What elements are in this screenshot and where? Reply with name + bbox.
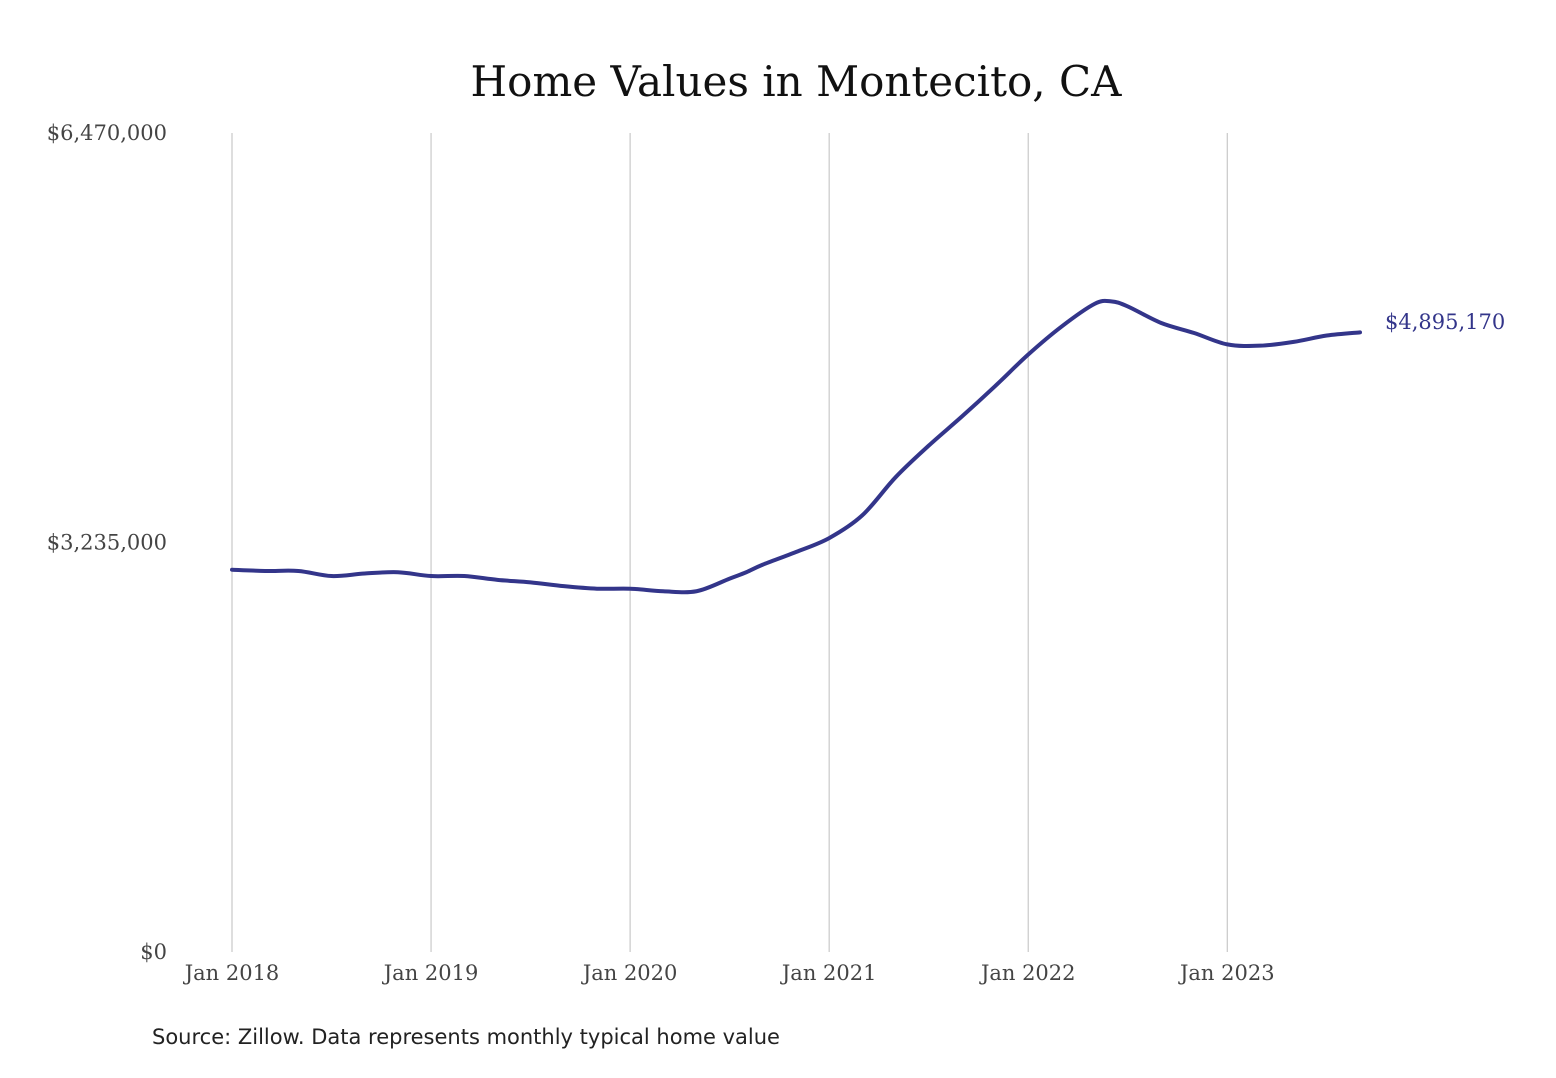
x-tick-label: Jan 2021 [780,961,877,985]
x-tick-label: Jan 2023 [1178,961,1275,985]
latest-value-label: $4,895,170 [1385,310,1505,334]
home-value-line [230,298,1362,595]
source-note: Source: Zillow. Data represents monthly … [152,1025,780,1049]
x-axis-tick-labels: Jan 2018 Jan 2019 Jan 2020 Jan 2021 Jan 2022… [183,961,1275,985]
x-tick-label: Jan 2019 [382,961,479,985]
chart-title: Home Values in Montecito, CA [471,57,1123,106]
y-tick-label: $6,470,000 [47,121,167,145]
y-axis-tick-labels: $0 $3,235,000 $6,470,000 [47,121,167,964]
y-tick-label: $0 [140,940,167,964]
x-tick-label: Jan 2018 [183,961,280,985]
x-tick-label: Jan 2022 [979,961,1076,985]
x-gridlines [231,133,1228,952]
y-tick-label: $3,235,000 [47,531,167,555]
x-tick-label: Jan 2020 [581,961,678,985]
